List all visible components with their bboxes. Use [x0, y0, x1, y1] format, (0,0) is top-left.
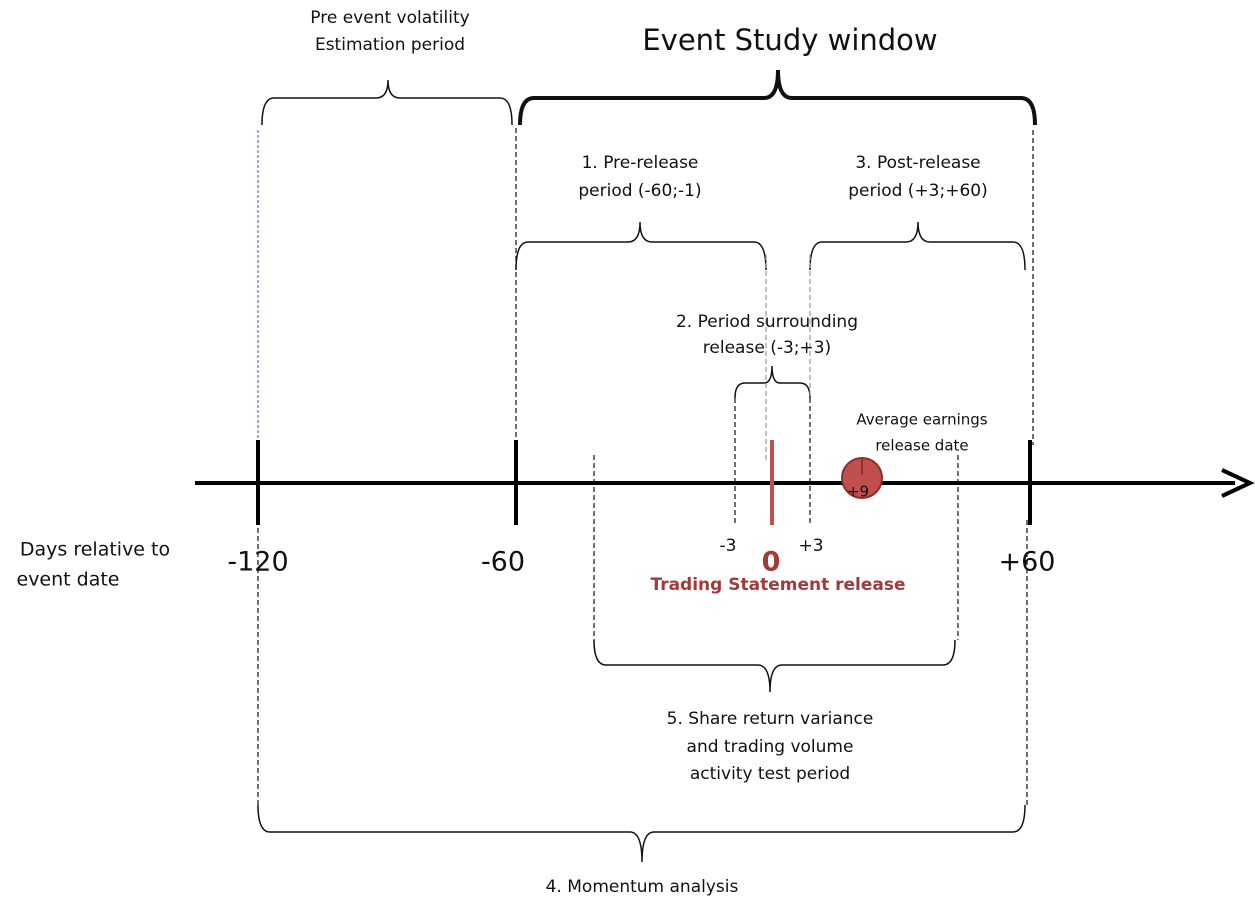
- brace: [734, 365, 811, 399]
- tick-label: -3: [720, 536, 737, 556]
- label: activity test period: [690, 764, 850, 784]
- tick-label: +60: [999, 547, 1056, 578]
- label: Average earnings: [856, 411, 987, 429]
- axis-title: event date: [17, 569, 120, 591]
- label: 4. Momentum analysis: [546, 877, 739, 897]
- label: period (-60;-1): [578, 181, 701, 201]
- label: 5. Share return variance: [667, 709, 874, 729]
- label: 1. Pre-release: [582, 153, 699, 173]
- brace: [809, 221, 1026, 271]
- brace: [593, 639, 956, 693]
- label: period (+3;+60): [848, 181, 988, 201]
- label: Estimation period: [315, 35, 465, 55]
- tick-label: +3: [798, 536, 823, 556]
- event-label: Trading Statement release: [650, 575, 905, 595]
- label: +9: [847, 483, 869, 501]
- axis-title: Days relative to: [20, 539, 170, 561]
- tick-label: -60: [481, 547, 525, 578]
- title: Event Study window: [642, 23, 937, 57]
- tick-label: -120: [227, 547, 288, 578]
- axis-arrow: [1221, 468, 1255, 498]
- label: and trading volume: [687, 737, 854, 757]
- brace: [515, 221, 767, 271]
- brace: [518, 69, 1037, 126]
- label: 3. Post-release: [855, 153, 980, 173]
- label: Pre event volatility: [310, 8, 469, 28]
- brace: [257, 804, 1026, 863]
- tick-label: 0: [762, 547, 781, 578]
- label: release (-3;+3): [703, 338, 831, 358]
- label: 2. Period surrounding: [676, 312, 858, 332]
- brace: [261, 79, 513, 126]
- label: release date: [875, 437, 968, 455]
